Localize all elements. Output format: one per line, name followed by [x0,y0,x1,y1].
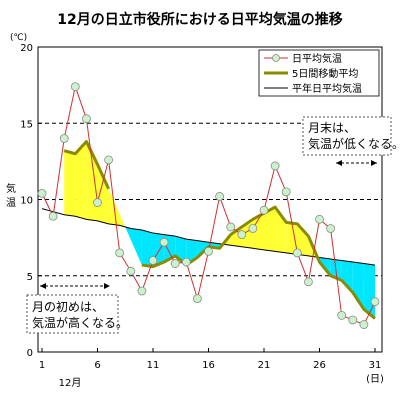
annotation-early-line-2: 気温が高くなる。 [32,315,128,330]
annotation-late-line-2: 気温が低くなる。 [308,136,400,151]
daily-point-10 [137,286,147,296]
legend-marker-daily [272,54,280,62]
daily-point-29 [348,315,358,325]
fill-above-normal [264,207,276,252]
daily-point-4 [70,82,80,92]
x-unit-label: (日) [366,374,384,385]
daily-point-20 [248,224,258,233]
annotation-late: 月末は、 気温が低くなる。 [302,116,400,166]
y-tick-label-10: 10 [20,196,33,207]
series-line-moving-average [141,205,376,320]
fill-above-normal [252,213,264,250]
fill-below-normal [352,262,364,310]
legend-item-normal: 平年日平均気温 [264,82,362,95]
daily-point-22 [270,161,280,171]
daily-point-6 [93,198,102,207]
daily-point-16 [204,246,213,256]
fill-above-normal [286,222,298,255]
fill-above-normal [75,141,87,220]
daily-point-18 [226,222,236,232]
annotation-late-arrow-right [371,160,377,166]
legend-item-moving-average: 5日間移動平均 [264,67,358,80]
series-line-normal [41,208,376,266]
daily-point-13 [170,259,180,268]
fill-below-normal [341,260,353,293]
annotation-late-line-1: 月末は、 [308,121,356,135]
daily-point-12 [159,237,169,247]
x-axis-label: 12月 [59,377,82,389]
fill-above-normal [297,223,309,256]
daily-point-7 [104,155,113,165]
daily-point-2 [48,211,58,221]
legend-item-daily: 日平均気温 [264,52,342,65]
x-axis-ticks: 1 6 11 16 21 26 31 [39,348,382,371]
daily-point-27 [326,224,336,233]
daily-point-1 [37,188,47,198]
y-axis-label: 気 温 [6,182,16,209]
x-tick-label-11: 11 [147,360,160,371]
legend: 日平均気温 5日間移動平均 平年日平均気温 [258,49,380,97]
annotation-late-arrow-left [336,160,342,166]
daily-point-23 [281,187,291,197]
fill-below-normal [125,226,142,266]
y-tick-label-20: 20 [20,43,33,54]
legend-label-moving-average: 5日間移動平均 [292,67,358,80]
fill-above-normal [64,150,76,217]
annotation-early-line-1: 月の初めは、 [32,300,104,314]
y-tick-label-15: 15 [20,119,33,130]
y-unit-label: (℃) [10,33,27,43]
svg-text:気: 気 [6,182,16,195]
y-tick-label-5: 5 [27,272,33,283]
x-tick-label-26: 26 [313,360,326,371]
daily-point-28 [337,310,347,320]
y-tick-label-0: 0 [27,348,33,359]
x-tick-label-1: 1 [39,360,45,371]
legend-label-normal: 平年日平均気温 [292,82,362,95]
y-axis-ticks: 0 5 10 15 20 [20,43,42,359]
chart-title: 12月の日立市役所における日平均気温の推移 [57,11,342,28]
series-line-moving-average [63,140,110,190]
svg-text:温: 温 [6,197,16,209]
fill-above-normal [108,188,126,227]
daily-point-24 [292,248,302,258]
x-tick-label-6: 6 [94,360,100,371]
annotation-early: 月の初めは、 気温が高くなる。 [26,283,128,334]
annotation-late-box [302,116,392,156]
daily-point-8 [115,248,125,258]
x-tick-label-21: 21 [258,360,271,371]
daily-point-9 [126,266,136,276]
daily-point-5 [82,114,91,124]
daily-point-11 [148,256,158,265]
daily-point-25 [303,277,313,287]
fill-above-normal [275,207,287,253]
daily-point-17 [215,192,225,201]
x-tick-label-31: 31 [369,360,382,371]
daily-point-3 [59,134,69,143]
x-tick-label-16: 16 [202,360,215,371]
daily-point-30 [359,320,369,329]
daily-markers [37,82,380,329]
legend-label-daily: 日平均気温 [292,52,342,65]
daily-point-31 [370,297,380,307]
annotation-early-arrow-right [104,283,110,289]
daily-point-14 [181,257,191,267]
annotation-early-arrow-left [40,283,46,289]
annotation-early-box [26,294,119,334]
daily-point-19 [237,230,247,239]
daily-point-21 [259,205,269,215]
daily-point-26 [315,214,324,224]
daily-point-15 [192,294,202,304]
fill-above-normal [97,164,109,224]
